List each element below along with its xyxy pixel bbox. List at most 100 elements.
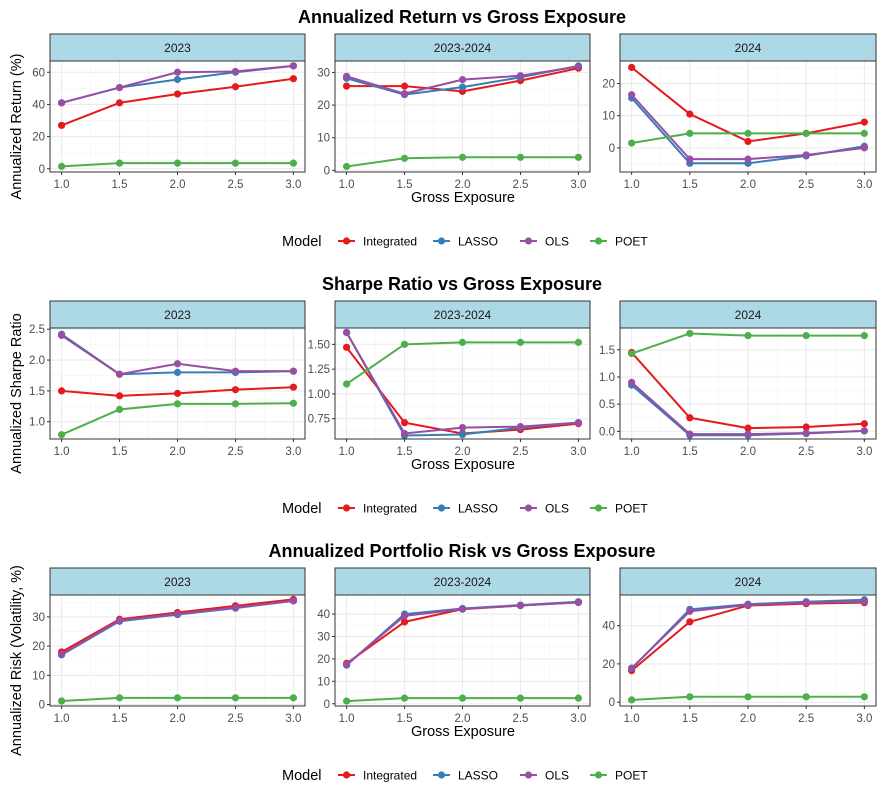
facet-strip — [619, 567, 877, 596]
y-tick-label: 20 — [32, 641, 45, 653]
panel-2023-2024: 2023-2024 0.75 1.00 1.25 1.50 1.0 1.5 2.0 2.5 3.0 — [308, 300, 591, 458]
y-tick-label: 20 — [602, 659, 615, 671]
series-Integrated — [57, 75, 298, 129]
legend-key-point — [594, 771, 603, 779]
data-point — [860, 129, 868, 137]
panel-2024: 2024 0.0 0.5 1.0 1.5 1.0 1.5 2.0 2.5 3.0 — [599, 300, 877, 458]
x-tick-label: 2.5 — [512, 179, 528, 191]
data-point — [57, 121, 66, 129]
data-point — [516, 72, 525, 80]
y-tick-label: 2.5 — [29, 324, 45, 336]
series-POET — [342, 694, 583, 705]
data-point — [400, 429, 409, 438]
data-point — [115, 370, 124, 378]
data-point — [115, 83, 124, 92]
series-OLS — [57, 597, 298, 658]
y-tick-label: 0 — [609, 697, 615, 709]
data-point — [860, 332, 868, 340]
x-tick-label: 2.5 — [512, 713, 528, 725]
x-tick-label: 2.5 — [227, 713, 243, 725]
data-point — [516, 694, 525, 702]
x-tick-label: 1.0 — [624, 179, 640, 191]
x-tick-label: 2.0 — [455, 446, 471, 458]
data-point — [744, 430, 752, 438]
data-point — [115, 99, 124, 107]
legend-label: OLS — [545, 502, 569, 516]
data-point — [342, 72, 351, 80]
facet-strip — [619, 33, 877, 62]
data-point — [289, 75, 298, 83]
y-tick-label: 0 — [609, 143, 615, 155]
legend: Model Integrated LASSO OLS POET — [282, 234, 648, 250]
series-OLS — [628, 378, 868, 438]
legend-label: POET — [615, 502, 648, 516]
legend-item-OLS: OLS — [520, 769, 569, 783]
data-point — [173, 68, 182, 76]
data-point — [342, 380, 351, 388]
data-point — [57, 162, 66, 170]
legend-key-point — [342, 771, 351, 779]
facet-label: 2024 — [735, 41, 762, 55]
legend-label: Integrated — [363, 769, 417, 783]
x-tick-label: 3.0 — [285, 179, 301, 191]
x-tick-label: 2.5 — [512, 446, 528, 458]
x-tick-label: 1.5 — [682, 446, 698, 458]
data-point — [458, 694, 467, 702]
data-point — [686, 607, 694, 615]
data-point — [686, 414, 694, 422]
x-tick-label: 2.5 — [798, 179, 814, 191]
y-tick-label: 0.75 — [308, 414, 330, 426]
chart-title: Annualized Portfolio Risk vs Gross Expos… — [268, 541, 655, 561]
facet-label: 2023 — [164, 575, 191, 589]
y-tick-label: 20 — [317, 654, 330, 666]
x-tick-label: 2.0 — [455, 713, 471, 725]
y-axis-label: Annualized Sharpe Ratio — [9, 313, 25, 473]
data-point — [57, 99, 66, 107]
x-tick-label: 2.0 — [740, 179, 756, 191]
x-tick-label: 2.0 — [170, 446, 186, 458]
x-tick-label: 2.5 — [227, 179, 243, 191]
facet-strip — [49, 33, 306, 62]
data-point — [342, 82, 351, 90]
y-tick-label: 10 — [602, 111, 615, 123]
data-point — [686, 110, 694, 118]
data-point — [289, 597, 298, 605]
y-tick-label: 0 — [39, 700, 45, 712]
data-point — [400, 419, 409, 427]
facet-strip — [334, 300, 591, 329]
data-point — [400, 612, 409, 620]
panel-2024: 2024 0 10 20 1.0 1.5 2.0 2.5 3.0 — [602, 33, 877, 191]
data-point — [342, 328, 351, 337]
facet-label: 2023 — [164, 308, 191, 322]
x-tick-label: 1.5 — [112, 179, 128, 191]
y-tick-label: 20 — [317, 100, 330, 112]
y-tick-label: 0.5 — [599, 399, 615, 411]
chart-title: Sharpe Ratio vs Gross Exposure — [322, 274, 602, 294]
data-point — [289, 159, 298, 167]
series-OLS — [342, 598, 583, 669]
data-point — [115, 392, 124, 400]
data-point — [458, 76, 467, 84]
y-tick-label: 20 — [32, 132, 45, 144]
data-point — [574, 338, 583, 346]
legend-label: LASSO — [458, 502, 498, 516]
data-point — [173, 400, 182, 408]
legend-label: Integrated — [363, 502, 417, 516]
data-point — [686, 430, 694, 438]
panel-2023-2024: 2023-2024 0 10 20 30 1.0 1.5 2.0 2.5 3.0 — [317, 33, 591, 191]
panel-2023: 2023 0 10 20 30 1.0 1.5 2.0 2.5 3.0 — [32, 567, 306, 725]
chart-title: Annualized Return vs Gross Exposure — [298, 7, 626, 27]
data-point — [458, 338, 467, 346]
data-point — [744, 424, 752, 432]
data-point — [289, 383, 298, 391]
data-point — [173, 368, 182, 376]
y-tick-label: 0 — [324, 165, 330, 177]
data-point — [289, 62, 298, 70]
x-tick-label: 1.5 — [112, 446, 128, 458]
data-point — [231, 603, 240, 612]
data-point — [628, 664, 636, 672]
x-tick-label: 2.5 — [798, 446, 814, 458]
y-tick-label: 10 — [32, 670, 45, 682]
x-tick-label: 1.0 — [624, 446, 640, 458]
data-point — [574, 419, 583, 427]
